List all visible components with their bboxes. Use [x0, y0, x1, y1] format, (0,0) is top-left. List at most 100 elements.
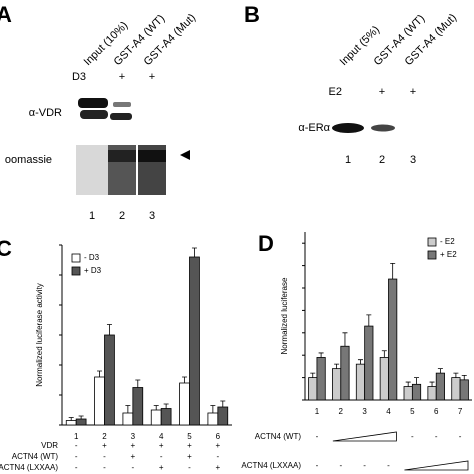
x-tick-label: 4: [386, 407, 391, 416]
error-bar: [182, 376, 188, 383]
bar: [207, 412, 219, 426]
bar: [160, 408, 172, 426]
condition-sign: -: [316, 432, 319, 441]
bar: [459, 379, 469, 401]
condition-sign: +: [187, 452, 192, 461]
dose-triangle: [332, 431, 397, 442]
bar: [364, 325, 374, 401]
condition-sign: -: [75, 463, 78, 472]
lane-number: 3: [410, 154, 416, 166]
condition-sign: -: [363, 461, 366, 470]
lane-number: 1: [89, 210, 95, 222]
error-bar: [68, 417, 74, 421]
bar: [75, 418, 87, 426]
gel-b: [332, 123, 395, 133]
row-label: α-ERα: [298, 122, 330, 134]
legend-swatch: [427, 237, 437, 247]
bar: [332, 368, 342, 401]
error-bar: [429, 381, 435, 387]
condition-sign: -: [316, 461, 319, 470]
condition-label: ACTN4 (LXXAA): [241, 461, 301, 470]
condition-sign: -: [435, 432, 438, 441]
error-bar: [461, 374, 467, 380]
bar: [308, 377, 318, 401]
x-tick-label: 6: [434, 407, 439, 416]
x-tick-label: 3: [362, 407, 367, 416]
bar: [104, 334, 115, 426]
error-bar: [342, 332, 348, 347]
condition-sign: -: [75, 441, 78, 450]
lane-number: 2: [119, 210, 125, 222]
condition-sign: -: [103, 463, 106, 472]
error-bar: [220, 400, 226, 407]
condition-label: ACTN4 (WT): [12, 452, 59, 461]
condition-sign: -: [103, 452, 106, 461]
bar: [340, 345, 350, 401]
bar: [217, 406, 229, 426]
error-bar: [437, 368, 443, 374]
legend-swatch: [71, 253, 81, 263]
error-bar: [405, 381, 411, 387]
x-tick-label: 1: [315, 407, 320, 416]
error-bar: [318, 352, 324, 358]
error-bar: [390, 262, 396, 280]
bar: [403, 386, 413, 401]
condition-sign: -: [216, 452, 219, 461]
error-bar: [125, 405, 131, 413]
x-tick-label: 1: [74, 432, 79, 441]
error-bar: [453, 372, 459, 378]
panel-label: A: [0, 2, 12, 27]
x-tick-label: 3: [131, 432, 136, 441]
bar: [150, 409, 162, 426]
bar: [427, 386, 437, 401]
condition-sign: +: [130, 452, 135, 461]
error-bar: [414, 377, 420, 385]
bar: [355, 363, 366, 401]
condition-sign: +: [215, 463, 220, 472]
bar: [379, 357, 389, 401]
error-bar: [106, 324, 112, 335]
bar: [122, 412, 134, 426]
condition-label: ACTN4 (LXXAA): [0, 463, 58, 472]
lane-number: 1: [345, 154, 351, 166]
lane-number: 2: [379, 154, 385, 166]
row-label: α-VDR: [29, 107, 62, 119]
bar: [65, 420, 77, 426]
error-bar: [210, 405, 216, 413]
error-bar: [191, 247, 197, 257]
error-bar: [163, 403, 169, 409]
condition-sign: +: [102, 441, 107, 450]
bar: [189, 256, 200, 426]
condition-label: ACTN4 (WT): [255, 432, 302, 441]
bar: [451, 377, 461, 401]
y-axis-label: Normalized luciferase: [280, 277, 289, 354]
bar: [411, 383, 422, 401]
condition-sign: -: [188, 463, 191, 472]
condition-sign: +: [159, 441, 164, 450]
bar: [94, 376, 105, 426]
panel-label: D: [258, 231, 274, 256]
condition-sign: +: [187, 441, 192, 450]
row-label: oomassie: [5, 154, 52, 166]
x-tick-label: 5: [410, 407, 415, 416]
condition-label: VDR: [41, 441, 58, 450]
x-tick-label: 7: [458, 407, 463, 416]
legend-swatch: [71, 266, 81, 276]
panel-label: C: [0, 236, 12, 261]
x-tick-label: 4: [159, 432, 164, 441]
error-bar: [78, 415, 84, 419]
error-bar: [357, 359, 363, 365]
error-bar: [381, 350, 387, 358]
legend-label: - E2: [440, 237, 455, 246]
condition-sign: -: [339, 461, 342, 470]
error-bar: [97, 370, 103, 377]
condition-sign: -: [131, 463, 134, 472]
sign: +: [379, 86, 385, 98]
dose-triangle: [404, 460, 469, 471]
gel-a: [76, 98, 190, 195]
legend-label: - D3: [84, 253, 100, 262]
condition-sign: +: [130, 441, 135, 450]
legend-label: + E2: [440, 250, 457, 259]
sign: +: [119, 71, 125, 83]
bar: [179, 382, 190, 426]
